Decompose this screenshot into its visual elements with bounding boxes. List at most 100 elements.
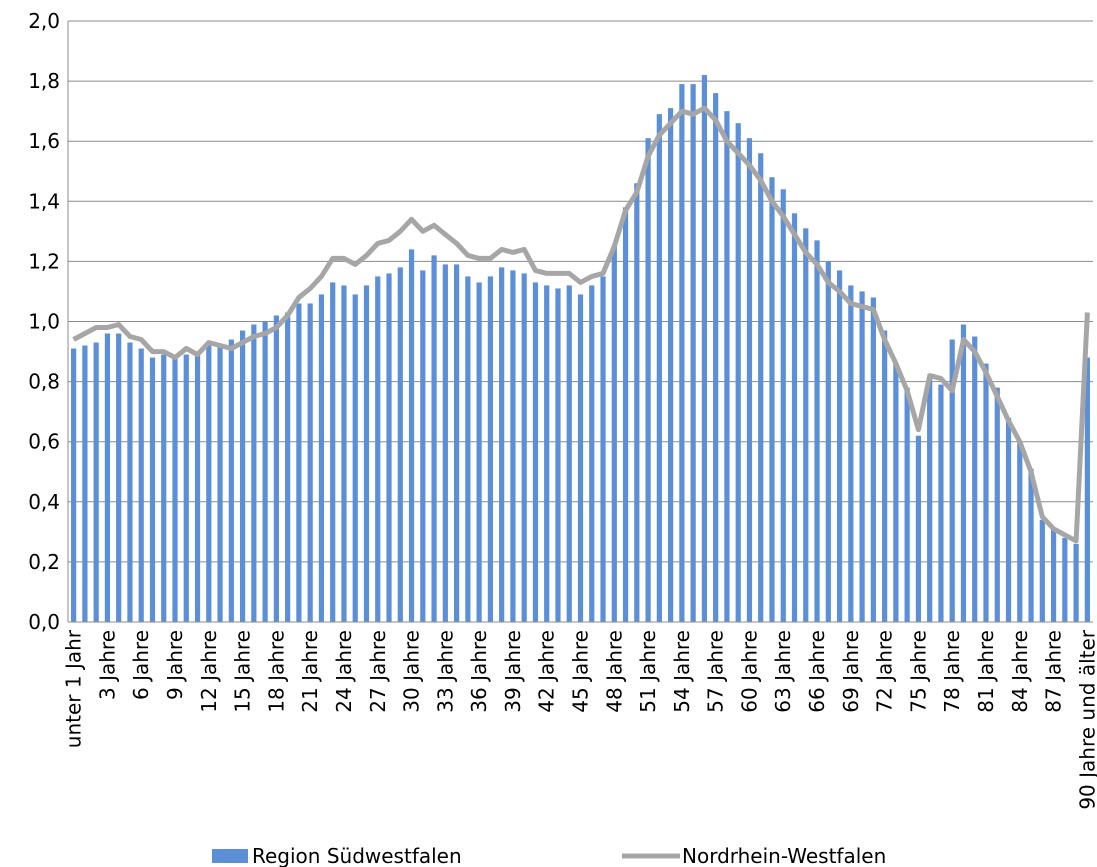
bar [116, 333, 122, 622]
legend-label: Region Südwestfalen [252, 844, 462, 867]
bar [983, 363, 989, 622]
bar [836, 270, 843, 622]
bar [341, 285, 347, 622]
bar [758, 153, 764, 622]
bar [915, 435, 922, 622]
bar [149, 357, 156, 622]
x-tick-label: 15 Jahre [231, 630, 255, 713]
bar [104, 333, 111, 622]
bar [600, 276, 606, 622]
x-tick-label: 24 Jahre [332, 630, 356, 713]
bar [938, 384, 944, 622]
y-tick-label: 1,4 [28, 189, 60, 213]
y-tick-label: 2,0 [28, 9, 60, 33]
x-tick-label: 87 Jahre [1042, 630, 1066, 713]
bar [431, 255, 437, 622]
bar [622, 207, 629, 622]
x-tick-label: 12 Jahre [197, 630, 221, 713]
x-tick-label: 72 Jahre [873, 630, 897, 713]
bar [870, 297, 876, 622]
bar [1017, 441, 1023, 622]
y-tick-label: 0,2 [28, 550, 60, 574]
x-tick-label: 63 Jahre [771, 630, 795, 713]
x-tick-label: 39 Jahre [501, 630, 525, 713]
legend-swatch [212, 849, 248, 863]
x-tick-label: 90 Jahre und älter [1075, 629, 1097, 809]
bar [183, 354, 189, 622]
bar [330, 282, 336, 622]
y-tick-label: 0,0 [28, 610, 60, 634]
bar [634, 183, 640, 622]
x-tick-label: 6 Jahre [129, 630, 153, 700]
bar [138, 348, 144, 622]
bar [848, 285, 854, 622]
line [72, 105, 1090, 544]
bar [510, 270, 516, 622]
bar [161, 354, 167, 622]
x-tick-label: 51 Jahre [636, 630, 660, 713]
x-tick-label: 21 Jahre [298, 630, 322, 713]
bar [949, 339, 955, 622]
bar [239, 330, 246, 622]
bar [71, 348, 77, 622]
y-tick-label: 0,4 [28, 490, 60, 514]
bar [882, 330, 888, 622]
bar [487, 276, 493, 622]
bar [904, 387, 910, 622]
bar [555, 288, 561, 622]
bar [352, 294, 358, 622]
bar [408, 249, 415, 622]
bar [679, 84, 685, 623]
x-tick-label: 57 Jahre [704, 630, 728, 713]
x-tick-label: 78 Jahre [940, 630, 964, 713]
y-tick-label: 1,0 [28, 310, 60, 334]
bar [803, 228, 809, 622]
bar [1005, 417, 1012, 622]
bar [194, 354, 201, 622]
x-tick-label: 45 Jahre [569, 630, 593, 713]
bar [690, 84, 696, 623]
bar [363, 285, 370, 622]
bar [476, 282, 482, 622]
x-tick-label: 18 Jahre [264, 630, 288, 713]
bar [172, 357, 178, 622]
bar [960, 324, 967, 622]
bar [296, 303, 302, 622]
x-tick-label: 27 Jahre [366, 630, 390, 713]
bar [206, 345, 212, 622]
x-tick-label: 36 Jahre [467, 630, 491, 713]
bar [791, 213, 798, 622]
bar [397, 267, 403, 622]
bar [927, 378, 933, 622]
bar [93, 342, 99, 622]
bar [769, 177, 775, 622]
x-tick-label: 75 Jahre [906, 630, 930, 713]
y-tick-label: 1,8 [28, 69, 60, 93]
bar [994, 387, 1000, 622]
bar [611, 246, 617, 622]
bar [262, 321, 268, 622]
x-tick-label: 3 Jahre [95, 630, 119, 700]
bar [453, 264, 460, 622]
bar [386, 273, 392, 622]
bar [780, 189, 786, 622]
bar [893, 363, 899, 622]
x-tick-label: 48 Jahre [602, 630, 626, 713]
bar [127, 342, 133, 622]
bar [1050, 528, 1057, 622]
x-tick-label: 81 Jahre [974, 630, 998, 713]
bar [1084, 357, 1090, 622]
x-tick-label: 9 Jahre [163, 630, 187, 700]
y-tick-label: 0,8 [28, 370, 60, 394]
bar [735, 123, 741, 623]
bar [668, 108, 674, 622]
x-tick-label: 69 Jahre [839, 630, 863, 713]
bar [825, 261, 831, 622]
bar [465, 276, 471, 622]
bar [713, 93, 719, 623]
y-tick-label: 1,6 [28, 129, 60, 153]
bar [228, 339, 234, 622]
x-tick-label: unter 1 Jahr [62, 629, 86, 748]
